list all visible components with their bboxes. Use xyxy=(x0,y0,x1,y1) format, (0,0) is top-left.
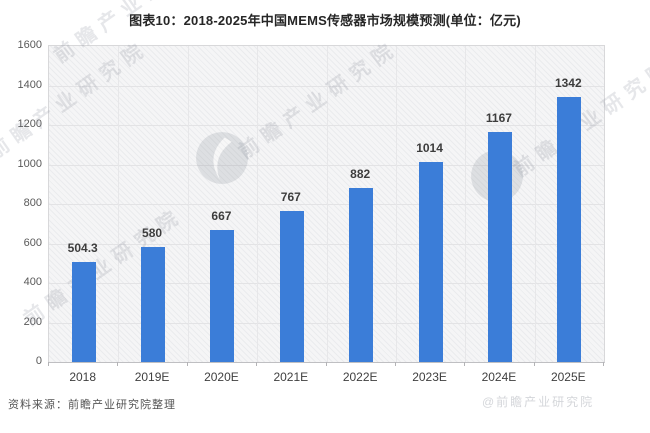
v-gridline xyxy=(118,46,120,362)
bar-value-label: 580 xyxy=(142,226,163,241)
bar-value-label: 667 xyxy=(211,209,232,224)
y-tick-label: 200 xyxy=(23,315,42,328)
v-gridline xyxy=(534,46,536,362)
x-tick-label: 2021E xyxy=(273,370,309,384)
x-tick-label: 2024E xyxy=(481,370,517,384)
axis-tick xyxy=(464,362,466,366)
bar-2023E xyxy=(418,161,443,362)
y-tick-label: 1000 xyxy=(17,157,42,170)
bar-value-label: 882 xyxy=(350,166,371,181)
axis-tick xyxy=(394,362,396,366)
axis-tick xyxy=(256,362,258,366)
y-tick-label: 600 xyxy=(23,236,42,249)
bar-2022E xyxy=(349,187,374,362)
bar-2019E xyxy=(141,247,166,362)
axis-tick xyxy=(603,362,604,366)
bar-2020E xyxy=(210,230,235,362)
v-gridline xyxy=(257,46,259,362)
x-tick-label: 2020E xyxy=(204,370,239,384)
source-note: 资料来源：前瞻产业研究院整理 xyxy=(8,399,176,411)
bar-value-label: 767 xyxy=(280,189,301,204)
axis-tick xyxy=(48,362,49,366)
bar-2018 xyxy=(71,262,96,362)
chart-title: 图表10：2018-2025年中国MEMS传感器市场规模预测(单位：亿元) xyxy=(129,13,521,28)
x-tick-label: 2019E xyxy=(134,370,170,384)
x-tick-label: 2022E xyxy=(342,370,378,384)
bar-2025E xyxy=(557,96,582,362)
bar-2024E xyxy=(487,131,512,362)
y-tick-label: 1200 xyxy=(17,118,42,130)
y-tick-label: 1600 xyxy=(17,39,42,51)
axis-tick xyxy=(117,362,119,366)
plot-area xyxy=(48,45,605,363)
bar-2021E xyxy=(279,210,304,362)
watermark-footer: @前瞻产业研究院 xyxy=(482,395,595,409)
axis-tick xyxy=(186,362,188,366)
bar-value-label: 1167 xyxy=(485,110,512,125)
v-gridline xyxy=(326,46,328,362)
v-gridline xyxy=(395,46,397,362)
bar-value-label: 1342 xyxy=(554,75,582,90)
v-gridline xyxy=(465,46,467,362)
axis-tick xyxy=(533,362,535,366)
axis-tick xyxy=(325,362,327,366)
y-tick-label: 0 xyxy=(35,355,42,367)
y-tick-label: 400 xyxy=(23,276,42,288)
bar-value-label: 504.3 xyxy=(67,241,98,256)
bar-value-label: 1014 xyxy=(416,140,443,155)
x-tick-label: 2018 xyxy=(69,370,97,384)
v-gridline xyxy=(187,46,189,362)
x-tick-label: 2023E xyxy=(412,370,447,384)
y-tick-label: 1400 xyxy=(17,78,42,91)
x-tick-label: 2025E xyxy=(550,370,586,384)
y-tick-label: 800 xyxy=(23,197,42,209)
